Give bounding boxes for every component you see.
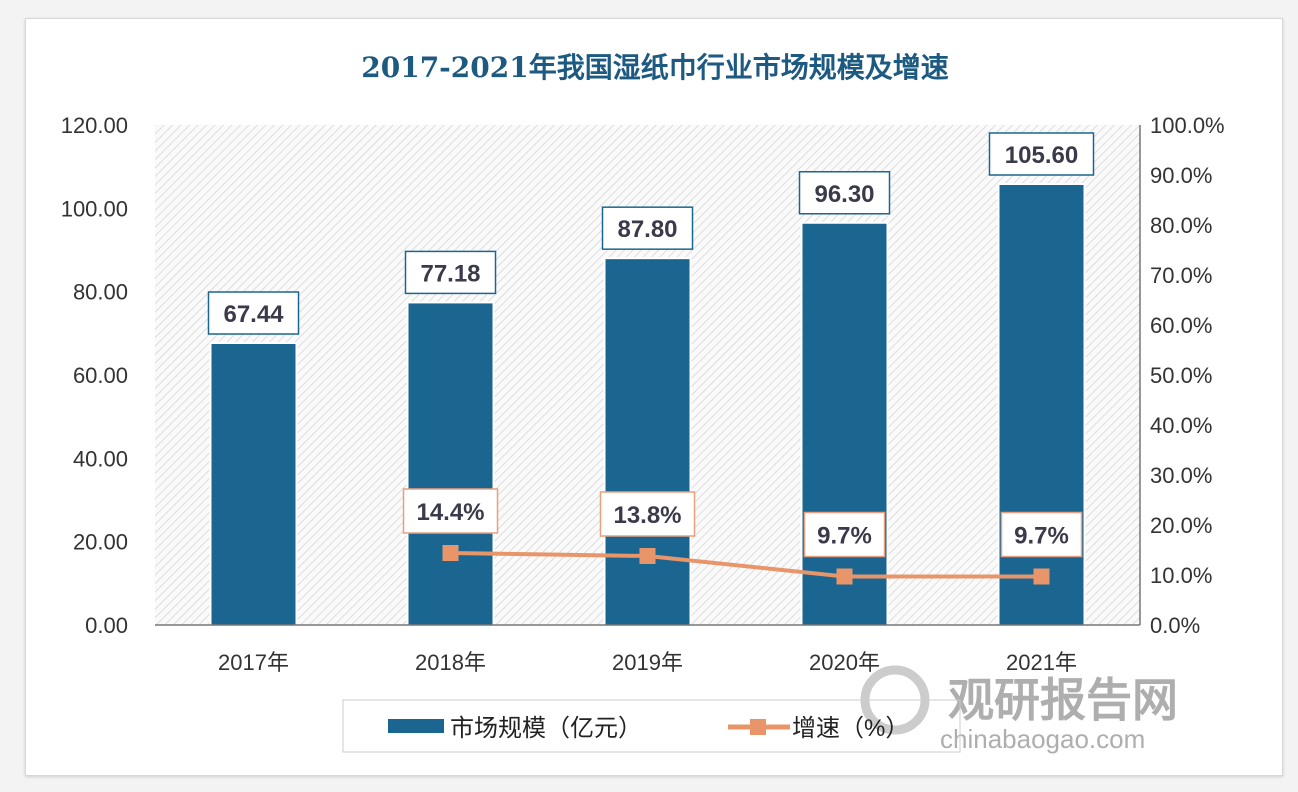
left-tick-label: 80.00: [73, 280, 128, 305]
legend-line-marker-icon: [750, 719, 766, 735]
watermark-en: chinabaogao.com: [940, 724, 1145, 754]
x-tick-label: 2017年: [218, 650, 289, 675]
right-tick-label: 100.0%: [1150, 113, 1225, 138]
left-tick-label: 40.00: [73, 446, 128, 471]
bar-data-label-box: [207, 291, 300, 335]
line-data-label: 13.8%: [613, 502, 681, 529]
bar-data-label: 96.30: [814, 181, 874, 208]
chart-title: 2017-2021年我国湿纸巾行业市场规模及增速: [361, 51, 948, 84]
line-data-label-box: [803, 511, 886, 558]
x-tick-label: 2020年: [809, 650, 880, 675]
watermark-cn: 观研报告网: [948, 674, 1178, 726]
right-tick-label: 10.0%: [1150, 563, 1212, 588]
bar-data-label: 87.80: [617, 216, 677, 243]
right-tick-label: 30.0%: [1150, 463, 1212, 488]
right-tick-label: 50.0%: [1150, 363, 1212, 388]
bar: [408, 303, 493, 625]
right-tick-label: 40.0%: [1150, 413, 1212, 438]
left-tick-label: 120.00: [61, 113, 128, 138]
legend-box: [342, 699, 961, 753]
line-data-label: 9.7%: [817, 523, 872, 550]
left-tick-label: 60.00: [73, 363, 128, 388]
bar: [605, 259, 690, 625]
bar-data-label: 67.44: [223, 301, 284, 328]
left-tick-label: 20.00: [73, 530, 128, 555]
line-data-label-box: [402, 488, 499, 534]
right-tick-label: 70.0%: [1150, 263, 1212, 288]
left-tick-label: 0.00: [85, 613, 128, 638]
x-tick-label: 2018年: [415, 650, 486, 675]
growth-marker: [1033, 568, 1050, 585]
bar: [999, 185, 1084, 625]
right-tick-label: 20.0%: [1150, 513, 1212, 538]
right-tick-label: 90.0%: [1150, 163, 1212, 188]
watermark: 观研报告网 chinabaogao.com: [860, 665, 1178, 754]
right-tick-label: 60.0%: [1150, 313, 1212, 338]
right-tick-label: 0.0%: [1150, 613, 1200, 638]
line-data-label-box: [599, 491, 696, 537]
growth-marker: [639, 548, 656, 564]
legend: 市场规模（亿元） 增速（%）: [342, 699, 961, 753]
bar-data-label-box: [601, 206, 694, 250]
growth-marker: [442, 545, 459, 561]
bar-data-label-box: [798, 171, 891, 215]
legend-bar-label: 市场规模（亿元）: [450, 715, 642, 742]
growth-marker: [836, 568, 853, 585]
line-data-label: 9.7%: [1014, 523, 1069, 550]
legend-line-label: 增速（%）: [792, 715, 909, 742]
legend-bar-swatch: [388, 719, 444, 733]
bar-data-label-box: [404, 250, 497, 295]
line-data-label-box: [1000, 511, 1083, 558]
bar-data-label-box: [988, 132, 1095, 176]
left-tick-label: 100.00: [61, 196, 128, 221]
bar-data-label: 77.18: [420, 260, 480, 287]
growth-line: [450, 551, 1042, 579]
x-tick-label: 2019年: [612, 650, 683, 675]
right-tick-label: 80.0%: [1150, 213, 1212, 238]
x-tick-label: 2021年: [1006, 650, 1077, 675]
bar-data-label: 105.60: [1005, 142, 1078, 169]
bar: [211, 344, 296, 625]
line-data-label: 14.4%: [416, 499, 484, 526]
bar: [802, 223, 887, 625]
